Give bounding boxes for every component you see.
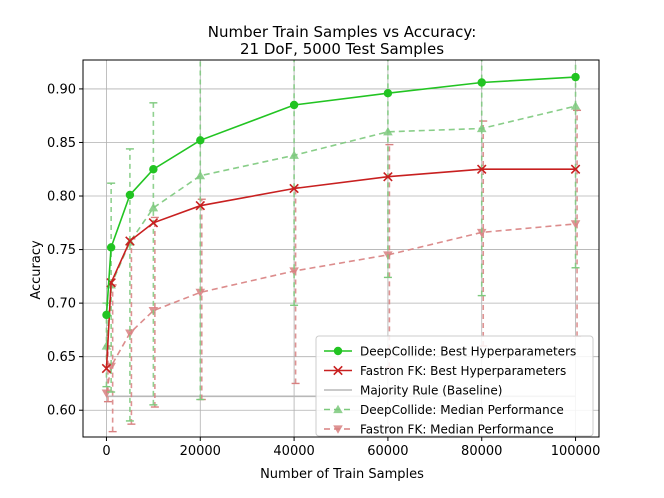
y-tick-label: 0.80 — [47, 190, 76, 205]
data-point — [289, 100, 299, 110]
x-axis-label: Number of Train Samples — [260, 467, 424, 482]
data-point — [101, 363, 112, 374]
series-0 — [102, 72, 580, 320]
y-tick-label: 0.85 — [47, 136, 76, 151]
data-point — [125, 236, 135, 246]
legend-marker — [333, 425, 343, 434]
legend-marker — [333, 346, 343, 356]
data-point — [289, 267, 299, 276]
legend-label: DeepCollide: Best Hyperparameters — [360, 345, 576, 359]
y-tick-label: 0.60 — [47, 404, 76, 419]
data-point — [195, 200, 206, 211]
legend-label: Fastron FK: Median Performance — [360, 423, 554, 437]
y-tick-label: 0.65 — [47, 350, 76, 365]
data-point — [570, 164, 581, 175]
data-point — [195, 288, 206, 298]
y-tick-label: 0.90 — [47, 82, 76, 97]
data-point — [383, 89, 393, 98]
legend: DeepCollide: Best Hyperparameters Fastron… — [315, 335, 594, 437]
series-4 — [101, 109, 582, 433]
x-tick-label: 60000 — [367, 444, 408, 459]
data-point — [383, 171, 393, 182]
data-point — [101, 341, 112, 350]
data-point — [148, 203, 159, 212]
data-point — [477, 78, 486, 87]
data-point — [570, 101, 581, 110]
data-point — [148, 218, 159, 228]
series-line — [105, 223, 576, 394]
data-point — [289, 183, 299, 194]
data-point — [106, 362, 116, 372]
data-point — [102, 310, 111, 320]
data-point — [383, 126, 393, 136]
y-axis-label: Accuracy — [29, 240, 44, 300]
data-point — [476, 164, 487, 175]
plot-frame — [82, 59, 600, 438]
data-point — [196, 136, 205, 145]
data-point — [570, 220, 581, 229]
x-tick-label: 100000 — [551, 444, 601, 459]
y-tick-label: 0.70 — [47, 297, 76, 312]
chart-title: Number Train Samples vs Accuracy: — [208, 23, 477, 41]
y-tick-label: 0.75 — [47, 243, 76, 258]
data-point — [195, 170, 206, 180]
data-point — [571, 72, 580, 82]
data-point — [289, 150, 299, 159]
x-tick-label: 40000 — [273, 444, 314, 459]
legend-box — [315, 335, 594, 437]
x-tick-label: 20000 — [180, 444, 221, 459]
x-tick-label: 80000 — [461, 444, 502, 459]
legend-label: DeepCollide: Median Performance — [360, 403, 564, 417]
data-point — [125, 329, 135, 338]
data-point — [106, 243, 116, 252]
legend-label: Majority Rule (Baseline) — [360, 384, 502, 398]
ticks: 0 20000 40000 60000 80000 100000 0.60 0.65 0.70 0… — [47, 82, 600, 459]
data-point — [149, 165, 158, 174]
series-line — [105, 105, 576, 347]
data-point — [476, 123, 487, 133]
legend-marker — [333, 404, 343, 414]
legend-label: Fastron FK: Best Hyperparameters — [360, 364, 566, 378]
data-point — [125, 190, 135, 200]
series-1 — [101, 164, 581, 374]
legend-marker — [333, 365, 343, 376]
data-point — [476, 228, 487, 238]
chart-subtitle: 21 DoF, 5000 Test Samples — [240, 40, 444, 58]
x-tick-label: 0 — [102, 444, 110, 459]
